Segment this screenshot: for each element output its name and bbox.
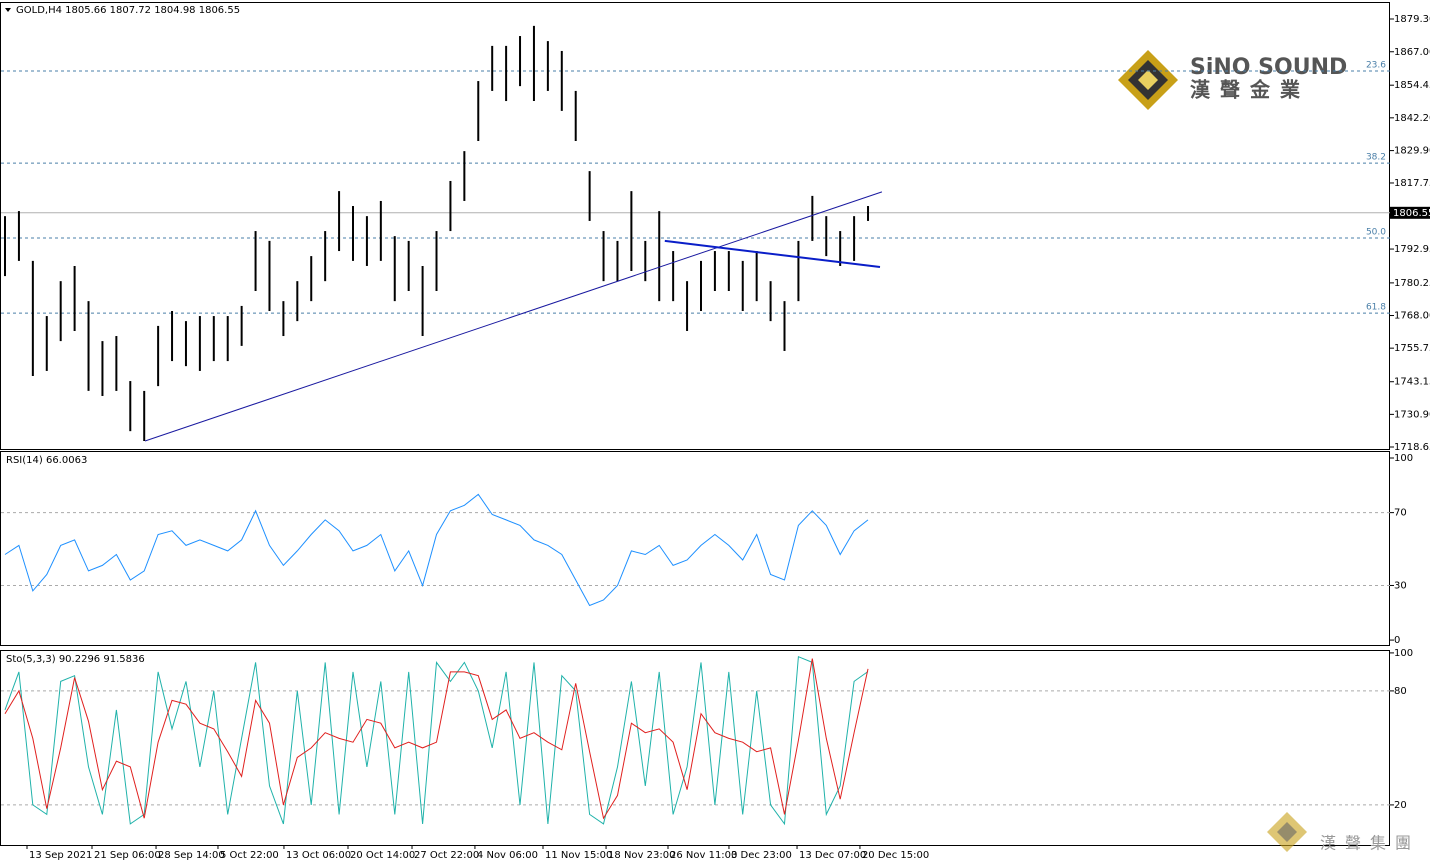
logo-chinese: 漢聲金業 xyxy=(1190,78,1310,102)
y-tick-label: 100 xyxy=(1394,453,1413,464)
y-tick-label: 1743.15 xyxy=(1394,377,1430,388)
x-tick-label: 20 Oct 14:00 xyxy=(350,850,415,861)
x-tick-label: 26 Nov 11:00 xyxy=(670,850,737,861)
x-tick-label: 5 Oct 22:00 xyxy=(220,850,279,861)
y-tick-label: 70 xyxy=(1394,508,1407,519)
price-panel xyxy=(0,2,1390,450)
x-tick-label: 11 Nov 15:00 xyxy=(545,850,612,861)
y-tick-label: 1867.00 xyxy=(1394,47,1430,58)
last-price-box xyxy=(1390,206,1430,219)
y-tick-label: 0 xyxy=(1394,635,1400,646)
y-tick-label: 1780.25 xyxy=(1394,278,1430,289)
y-tick-label: 80 xyxy=(1394,686,1407,697)
price-title: GOLD,H4 1805.66 1807.72 1804.98 1806.55 xyxy=(16,5,240,16)
x-tick-label: 20 Dec 15:00 xyxy=(862,850,929,861)
x-tick-label: 13 Oct 06:00 xyxy=(286,850,351,861)
logo: SiNO SOUND 漢聲金業 xyxy=(1118,50,1347,110)
y-tick-label: 1854.45 xyxy=(1394,80,1430,91)
y-tick-label: 20 xyxy=(1394,800,1407,811)
x-tick-label: 18 Nov 23:00 xyxy=(608,850,675,861)
y-tick-label: 1755.75 xyxy=(1394,343,1430,354)
footer-diamond-inner xyxy=(1277,822,1297,842)
x-tick-label: 3 Dec 23:00 xyxy=(731,850,792,861)
rsi-panel xyxy=(0,451,1390,646)
fib-label: 38.2 xyxy=(1366,153,1386,163)
logo-diamond-core xyxy=(1138,70,1158,90)
x-tick-label: 13 Dec 07:00 xyxy=(799,850,866,861)
y-tick-label: 1792.95 xyxy=(1394,244,1430,255)
fib-label: 50.0 xyxy=(1366,227,1386,237)
x-tick-label: 27 Oct 22:00 xyxy=(414,850,479,861)
x-tick-label: 28 Sep 14:00 xyxy=(158,850,225,861)
indicator-line xyxy=(4,493,869,607)
footer-text: 漢聲集團 xyxy=(1320,834,1420,853)
trendline xyxy=(664,239,881,269)
indicator-line xyxy=(4,658,869,820)
fib-label: 23.6 xyxy=(1366,60,1386,70)
y-tick-label: 1730.90 xyxy=(1394,409,1430,420)
y-tick-label: 30 xyxy=(1394,580,1407,591)
footer-logo: 漢聲集團 xyxy=(1267,812,1420,853)
last-price-label: 1806.55 xyxy=(1393,208,1430,219)
y-tick-label: 1718.65 xyxy=(1394,442,1430,453)
y-tick-label: 1768.00 xyxy=(1394,311,1430,322)
rsi-title: RSI(14) 66.0063 xyxy=(6,455,87,466)
y-tick-label: 1817.75 xyxy=(1394,178,1430,189)
y-tick-label: 1879.30 xyxy=(1394,14,1430,25)
stoch-panel xyxy=(0,650,1390,846)
logo-name: SiNO SOUND xyxy=(1190,55,1347,80)
y-tick-label: 100 xyxy=(1394,648,1413,659)
x-tick-label: 4 Nov 06:00 xyxy=(477,850,538,861)
x-tick-label: 13 Sep 2021 xyxy=(29,850,92,861)
stoch-title: Sto(5,3,3) 90.2296 91.5836 xyxy=(6,654,145,665)
symbol-menu-arrow[interactable] xyxy=(5,8,11,12)
indicator-line xyxy=(4,655,869,826)
fib-label: 61.8 xyxy=(1366,303,1386,313)
x-tick-label: 21 Sep 06:00 xyxy=(94,850,161,861)
trendline xyxy=(144,191,883,442)
y-tick-label: 1842.20 xyxy=(1394,113,1430,124)
y-tick-label: 1829.90 xyxy=(1394,146,1430,157)
